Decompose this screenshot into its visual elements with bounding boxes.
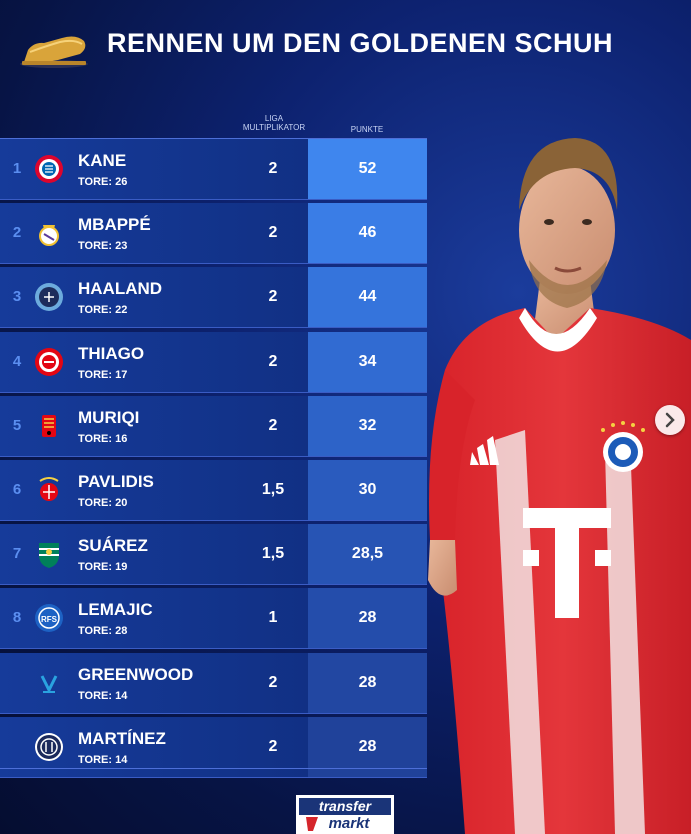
- man-city-crest-icon: [35, 283, 63, 312]
- player-name: MBAPPÉ: [78, 215, 151, 235]
- rank-number: 7: [12, 545, 22, 563]
- points-value: 28: [308, 652, 427, 713]
- svg-text:transfer: transfer: [319, 798, 373, 814]
- table-row: 6 PAVLIDIS TORE: 20 1,5 30: [0, 459, 427, 521]
- table-row: 4 THIAGO TORE: 17 2 34: [0, 331, 427, 393]
- league-multiplier: 2: [268, 416, 278, 434]
- points-value: 46: [308, 203, 427, 264]
- player-goals: TORE: 26: [78, 176, 128, 188]
- golden-boot-icon: [20, 36, 88, 68]
- column-header-points: PUNKTE: [350, 125, 384, 134]
- svg-text:RFS: RFS: [41, 615, 58, 624]
- points-value: 28: [308, 588, 427, 649]
- player-goals: TORE: 22: [78, 304, 128, 317]
- player-goals: TORE: 17: [78, 368, 128, 381]
- player-name: MURIQI: [78, 407, 140, 427]
- player-name: PAVLIDIS: [78, 471, 154, 491]
- player-goals: TORE: 20: [78, 496, 128, 509]
- player-goals: TORE: 16: [78, 432, 128, 445]
- svg-text:markt: markt: [329, 815, 371, 832]
- table-row: MARTÍNEZ TORE: 14 2 28: [0, 716, 427, 778]
- league-multiplier: 2: [268, 160, 278, 177]
- rank-number: 4: [12, 352, 22, 370]
- next-image-button[interactable]: [655, 405, 685, 435]
- transfermarkt-logo: transfer markt: [296, 795, 394, 834]
- real-madrid-crest-icon: [39, 225, 59, 247]
- player-goals: TORE: 14: [78, 689, 128, 702]
- brentford-crest-icon: [35, 347, 63, 376]
- marseille-crest-icon: [40, 674, 58, 693]
- player-goals: TORE: 28: [78, 625, 128, 638]
- player-goals: TORE: 23: [78, 240, 128, 253]
- table-top-divider: [0, 138, 427, 139]
- rank-number: 3: [12, 288, 22, 306]
- table-row: GREENWOOD TORE: 14 2 28: [0, 652, 427, 714]
- player-name: HAALAND: [78, 279, 163, 299]
- league-multiplier: 2: [268, 288, 278, 306]
- rank-number: 8: [12, 609, 22, 627]
- points-value: 52: [308, 139, 427, 199]
- table-row: 3 HAALAND TORE: 22 2 44: [0, 267, 427, 329]
- league-multiplier: 1,5: [261, 480, 285, 498]
- table-row: 2 MBAPPÉ TORE: 23 2 46: [0, 203, 427, 265]
- ranking-table: 1 KANE TORE: 26 2 52 2 MBAPPÉ TORE: 23 2 46 3 HAALA…: [0, 139, 427, 781]
- header: RENNEN UM DEN GOLDENEN SCHUH: [0, 0, 691, 100]
- table-row: 1 KANE TORE: 26 2 52: [0, 139, 427, 200]
- rank-number: 6: [12, 480, 22, 498]
- inter-crest-icon: [35, 732, 63, 761]
- league-multiplier: 2: [268, 224, 278, 242]
- player-name: THIAGO: [78, 343, 145, 363]
- league-multiplier: 2: [268, 737, 278, 755]
- player-name: SUÁREZ: [78, 536, 148, 556]
- benfica-crest-icon: [39, 476, 59, 501]
- adidas-logo: [470, 436, 499, 465]
- player-photo: [428, 138, 691, 834]
- rank-number: 1: [12, 160, 22, 177]
- player-name: LEMAJIC: [78, 600, 153, 620]
- column-header-multiplier: LIGA MULTIPLIKATOR: [242, 114, 306, 132]
- table-bottom-divider: [0, 768, 427, 769]
- league-multiplier: 1,5: [261, 545, 285, 563]
- bayern-crest-icon: [35, 155, 63, 183]
- page-title: RENNEN UM DEN GOLDENEN SCHUH: [107, 28, 614, 58]
- points-value: 30: [308, 459, 427, 520]
- points-value: 44: [308, 267, 427, 328]
- points-value: 32: [308, 395, 427, 456]
- points-value: 34: [308, 331, 427, 392]
- player-name: GREENWOOD: [78, 664, 194, 684]
- points-value: 28,5: [308, 524, 427, 585]
- points-value: 28: [308, 716, 427, 777]
- table-row: 8 RFS LEMAJIC TORE: 28 1 28: [0, 588, 427, 650]
- player-goals: TORE: 19: [78, 561, 128, 574]
- chevron-right-icon: [665, 412, 675, 428]
- mallorca-crest-icon: [42, 414, 56, 437]
- league-multiplier: 1: [268, 609, 278, 627]
- player-name: KANE: [78, 151, 127, 170]
- sporting-crest-icon: [39, 543, 59, 569]
- table-row: 5 MURIQI TORE: 16 2 32: [0, 395, 427, 457]
- league-multiplier: 2: [268, 352, 278, 370]
- rank-number: 5: [12, 416, 22, 434]
- player-goals: TORE: 14: [78, 753, 128, 766]
- rank-number: [10, 653, 24, 713]
- rfs-crest-icon: RFS: [35, 604, 63, 633]
- rank-number: 2: [12, 224, 22, 242]
- table-row: 7 SUÁREZ TORE: 19 1,5 28,5: [0, 524, 427, 586]
- player-name: MARTÍNEZ: [78, 728, 166, 748]
- league-multiplier: 2: [268, 673, 278, 691]
